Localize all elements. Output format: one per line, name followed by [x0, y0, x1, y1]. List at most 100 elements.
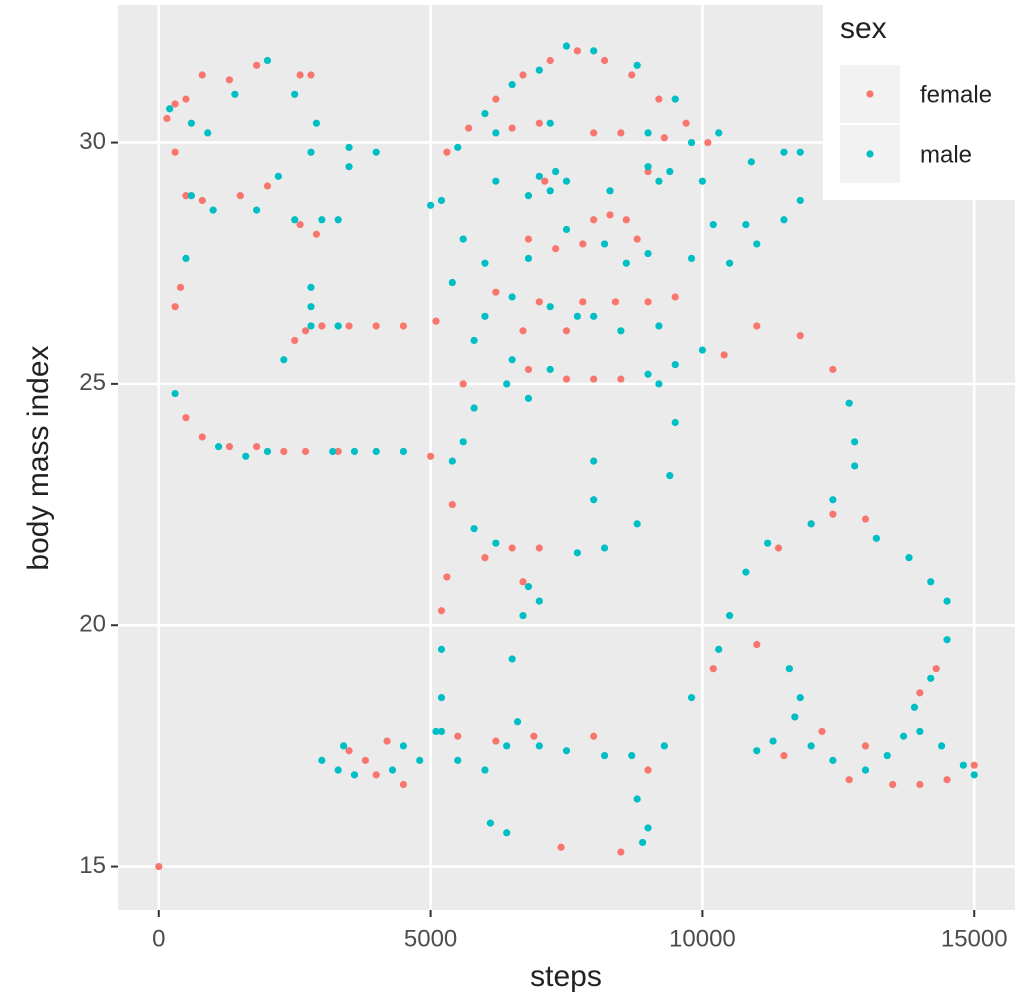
point — [797, 332, 804, 339]
point — [182, 255, 189, 262]
point — [590, 733, 597, 740]
point — [606, 211, 613, 218]
point — [851, 462, 858, 469]
point — [215, 443, 222, 450]
x-tick-label: 10000 — [669, 925, 736, 952]
point — [210, 207, 217, 214]
point — [400, 448, 407, 455]
point — [617, 129, 624, 136]
point — [927, 675, 934, 682]
point — [579, 240, 586, 247]
point — [808, 520, 815, 527]
point — [454, 144, 461, 151]
point — [623, 260, 630, 267]
point — [780, 216, 787, 223]
point — [492, 129, 499, 136]
point — [335, 322, 342, 329]
point — [851, 438, 858, 445]
point — [721, 351, 728, 358]
point — [786, 665, 793, 672]
point — [688, 139, 695, 146]
point — [644, 163, 651, 170]
point — [889, 781, 896, 788]
point — [432, 318, 439, 325]
point — [818, 728, 825, 735]
point — [318, 757, 325, 764]
point — [264, 448, 271, 455]
point — [345, 144, 352, 151]
point — [846, 400, 853, 407]
point — [672, 293, 679, 300]
point — [226, 76, 233, 83]
point — [166, 105, 173, 112]
point — [509, 544, 516, 551]
point — [644, 250, 651, 257]
point — [253, 443, 260, 450]
point — [481, 554, 488, 561]
point — [634, 62, 641, 69]
point — [612, 298, 619, 305]
point — [552, 245, 559, 252]
point — [313, 231, 320, 238]
point — [644, 371, 651, 378]
point — [204, 129, 211, 136]
point — [492, 289, 499, 296]
point — [460, 438, 467, 445]
point — [672, 96, 679, 103]
point — [634, 235, 641, 242]
y-tick-label: 30 — [79, 128, 106, 155]
point — [862, 742, 869, 749]
point — [307, 303, 314, 310]
point — [525, 235, 532, 242]
point — [199, 197, 206, 204]
point — [345, 747, 352, 754]
point — [780, 149, 787, 156]
point — [884, 752, 891, 759]
point — [465, 124, 472, 131]
point — [644, 298, 651, 305]
point — [829, 366, 836, 373]
point — [536, 298, 543, 305]
point — [264, 182, 271, 189]
point — [574, 549, 581, 556]
point — [617, 848, 624, 855]
point — [291, 216, 298, 223]
point — [438, 694, 445, 701]
y-tick-label: 20 — [79, 611, 106, 638]
point — [655, 380, 662, 387]
legend-title: sex — [840, 12, 887, 45]
point — [628, 71, 635, 78]
point — [829, 496, 836, 503]
point — [590, 496, 597, 503]
point — [547, 120, 554, 127]
point — [329, 448, 336, 455]
point — [574, 47, 581, 54]
point — [373, 771, 380, 778]
point — [171, 390, 178, 397]
point — [509, 81, 516, 88]
point — [552, 168, 559, 175]
y-tick-label: 15 — [79, 852, 106, 879]
point — [655, 96, 662, 103]
point — [672, 361, 679, 368]
point — [590, 47, 597, 54]
y-axis-title: body mass index — [22, 345, 55, 570]
point — [182, 414, 189, 421]
point — [481, 110, 488, 117]
point — [623, 216, 630, 223]
point — [503, 380, 510, 387]
point — [829, 757, 836, 764]
point — [710, 665, 717, 672]
point — [438, 646, 445, 653]
x-tick-label: 5000 — [404, 925, 457, 952]
point — [400, 322, 407, 329]
point — [563, 226, 570, 233]
point — [351, 448, 358, 455]
point — [617, 327, 624, 334]
point — [345, 163, 352, 170]
point — [905, 554, 912, 561]
point — [916, 728, 923, 735]
point — [536, 173, 543, 180]
point — [503, 829, 510, 836]
point — [916, 781, 923, 788]
